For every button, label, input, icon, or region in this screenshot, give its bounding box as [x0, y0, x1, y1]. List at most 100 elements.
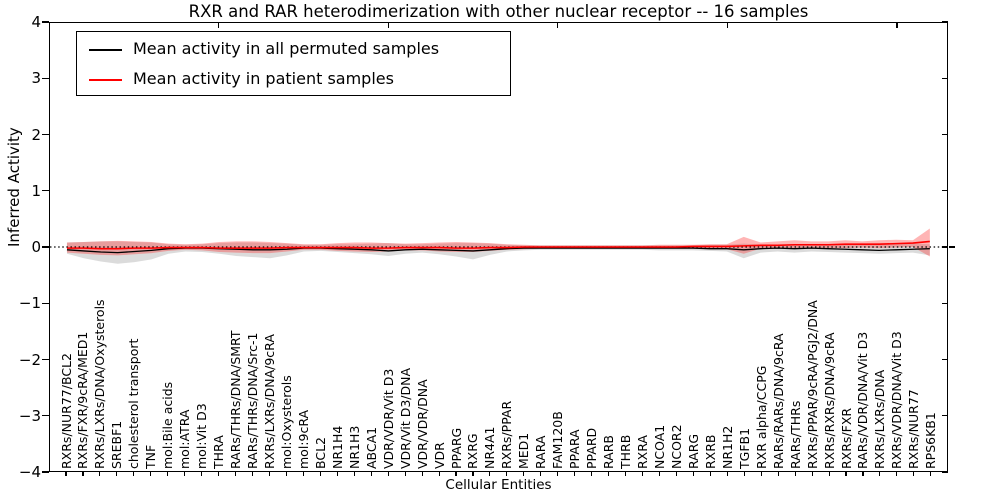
category-label: RARG — [685, 433, 701, 469]
category-label: RXRs/RXRs/DNA/9cRA — [821, 332, 837, 469]
category-label: PPARA — [567, 429, 583, 469]
category-tick — [506, 472, 508, 476]
category-label: VDR — [431, 442, 447, 469]
category-label: RXRs/NUR77 — [906, 389, 922, 469]
y-tick-left — [42, 77, 49, 79]
category-label: mol:ATRA — [177, 409, 193, 469]
category-tick — [65, 472, 67, 476]
category-tick — [150, 472, 152, 476]
legend-line-patient — [89, 79, 122, 81]
category-label: RXRs/LXRs/DNA/9cRA — [261, 334, 277, 469]
plot-area — [49, 22, 948, 472]
category-tick — [879, 472, 881, 476]
chart-canvas — [50, 228, 947, 264]
category-tick — [455, 472, 457, 476]
category-label: TNF — [143, 444, 159, 469]
category-label: VDR/Vit D3/DNA — [397, 367, 413, 469]
category-label: NR4A1 — [482, 426, 498, 470]
category-label: PPARD — [584, 427, 600, 469]
category-label: PPARG — [448, 427, 464, 469]
category-tick — [251, 472, 254, 476]
category-label: RXRA — [635, 435, 651, 469]
category-label: RPS6KB1 — [923, 412, 939, 469]
chart-title: RXR and RAR heterodimerization with othe… — [188, 2, 809, 21]
category-label: mol:Bile acids — [160, 381, 176, 469]
category-label: RARA — [533, 435, 549, 469]
category-label: RXRs/VDR/DNA/Vit D3 — [889, 331, 905, 469]
category-label: mol:9cRA — [295, 409, 311, 469]
category-label: RXRG — [465, 433, 481, 469]
category-tick — [167, 472, 169, 476]
y-tick-label: 2 — [31, 125, 41, 144]
y-tick-right — [941, 21, 948, 23]
category-label: SREBF1 — [109, 420, 125, 469]
category-tick — [404, 472, 406, 476]
category-tick — [285, 472, 287, 476]
y-tick-label: 4 — [31, 13, 41, 31]
category-tick — [99, 472, 101, 476]
category-tick — [675, 472, 677, 476]
y-tick-left — [42, 471, 49, 473]
category-tick — [353, 472, 355, 476]
category-tick — [862, 472, 864, 476]
category-label: RARs/THRs — [787, 400, 803, 469]
y-tick-right — [941, 190, 948, 192]
y-tick-left — [42, 415, 49, 417]
category-label: MED1 — [516, 432, 532, 469]
y-tick-left — [42, 246, 49, 248]
legend-item-permuted: Mean activity in all permuted samples — [77, 35, 510, 65]
category-tick — [438, 472, 440, 476]
category-label: NR1H3 — [346, 425, 362, 469]
category-tick — [82, 472, 84, 476]
y-tick-left — [42, 190, 49, 192]
category-label: NCOA1 — [651, 424, 667, 469]
y-tick-left — [42, 133, 49, 136]
category-tick — [201, 472, 203, 476]
y-tick-right — [941, 133, 948, 136]
category-tick — [336, 472, 338, 476]
category-tick — [760, 472, 762, 476]
category-label: RXRs/NUR77/BCL2 — [58, 353, 74, 469]
category-label: RARs/RARs/DNA/9cRA — [770, 333, 786, 469]
category-tick — [591, 472, 593, 476]
y-tick-left — [42, 358, 49, 361]
category-label: FAM120B — [550, 411, 566, 469]
category-tick — [540, 472, 542, 476]
category-tick — [828, 472, 830, 476]
category-tick — [794, 472, 796, 476]
category-tick — [692, 472, 694, 476]
y-tick-label: −2 — [18, 350, 41, 369]
category-label: NCOR2 — [668, 424, 684, 469]
category-tick — [235, 472, 237, 476]
x-axis-label: Cellular Entities — [445, 477, 552, 493]
category-tick — [387, 472, 389, 476]
category-tick — [608, 472, 610, 476]
x-tick-top — [557, 23, 559, 29]
category-label: RXRs/FXR/9cRA/MED1 — [75, 331, 91, 469]
category-tick — [421, 472, 423, 476]
category-label: BCL2 — [312, 436, 328, 469]
y-tick-right — [941, 415, 948, 417]
category-label: mol:Oxysterols — [278, 375, 294, 469]
category-label: RXRs/LXRs/DNA/Oxysterols — [92, 299, 108, 469]
category-tick — [116, 472, 118, 476]
category-label: THRA — [211, 435, 227, 469]
category-tick — [845, 472, 847, 476]
category-tick — [319, 472, 321, 476]
y-tick-label: 3 — [31, 69, 41, 88]
category-tick — [658, 472, 661, 476]
x-tick-top — [387, 23, 389, 29]
category-tick — [523, 472, 525, 476]
category-tick — [574, 472, 576, 476]
legend-line-permuted — [89, 49, 122, 51]
category-tick — [184, 472, 186, 476]
x-tick-top — [896, 23, 898, 29]
category-tick — [557, 472, 559, 476]
y-tick-right — [941, 77, 948, 79]
y-tick-left — [42, 21, 49, 23]
category-label: RARs/THRs/DNA/SMRT — [228, 330, 244, 469]
x-tick-top — [726, 23, 728, 29]
y-tick-label: 0 — [31, 238, 41, 256]
category-tick — [218, 472, 220, 476]
